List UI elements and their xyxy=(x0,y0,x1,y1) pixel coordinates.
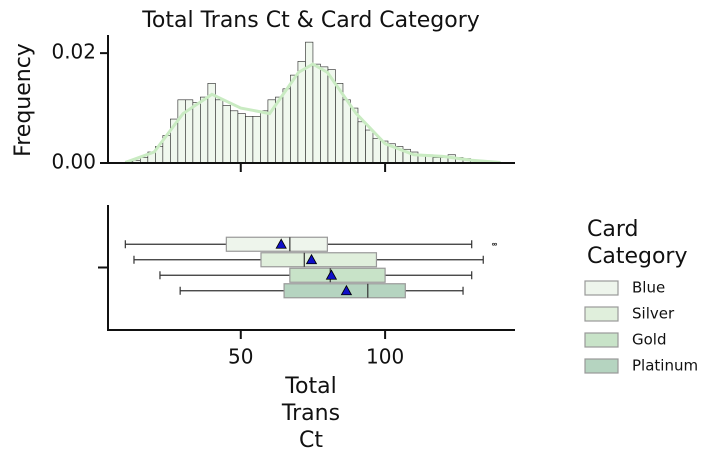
x-tick-label: 50 xyxy=(228,345,253,369)
mean-marker xyxy=(340,284,353,296)
bar xyxy=(372,137,381,164)
legend-swatch xyxy=(584,332,619,348)
x-tick-label: 100 xyxy=(366,345,404,369)
legend-swatch xyxy=(584,358,619,374)
legend-label: Silver xyxy=(632,305,675,323)
bar xyxy=(312,63,321,164)
bar xyxy=(237,113,246,164)
bar xyxy=(192,102,201,164)
x-axis-label: Total Trans Ct xyxy=(281,374,341,453)
legend-title: Card Category xyxy=(587,217,688,269)
kde-line xyxy=(124,62,501,164)
y-axis-label: Frequency xyxy=(11,43,36,157)
bar xyxy=(215,99,224,164)
y-tick-label: 0.02 xyxy=(51,40,96,64)
mean-marker xyxy=(305,253,318,265)
bar xyxy=(365,129,374,164)
bar xyxy=(230,110,239,164)
y-tick-label: 0.00 xyxy=(51,150,96,174)
box xyxy=(289,267,386,283)
bar xyxy=(290,74,299,164)
legend-swatch xyxy=(584,280,619,296)
bar xyxy=(342,99,351,164)
bar xyxy=(357,121,366,164)
outlier xyxy=(494,242,498,246)
bar xyxy=(200,96,209,164)
bar xyxy=(282,88,291,164)
bar xyxy=(245,116,254,164)
chart-title: Total Trans Ct & Card Category xyxy=(141,8,480,33)
bar xyxy=(177,99,186,164)
legend-label: Platinum xyxy=(632,357,698,375)
box xyxy=(260,252,378,268)
bar xyxy=(260,110,269,164)
bar xyxy=(275,96,284,164)
bar xyxy=(252,116,261,164)
legend-label: Gold xyxy=(632,331,667,349)
mean-marker xyxy=(325,269,338,280)
bar xyxy=(222,105,231,164)
bar xyxy=(320,66,329,164)
mean-marker xyxy=(275,238,287,249)
bar xyxy=(297,61,306,164)
legend-swatch xyxy=(584,306,619,322)
legend-label: Blue xyxy=(632,279,665,297)
bar xyxy=(305,41,314,164)
box xyxy=(225,236,328,252)
outlier xyxy=(491,242,495,246)
